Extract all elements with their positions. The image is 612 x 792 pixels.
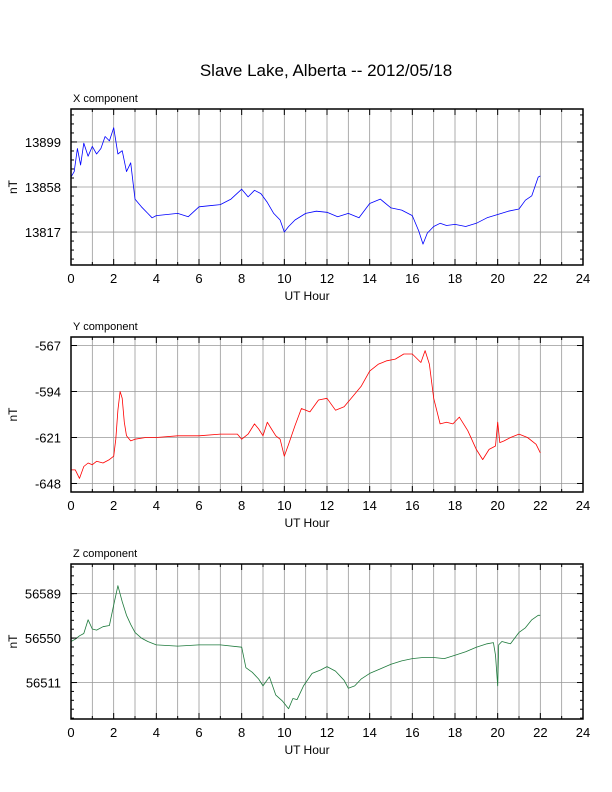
y-tick-label: 13899 (25, 135, 61, 150)
x-axis-label: UT Hour (284, 516, 329, 530)
x-tick-label: 2 (110, 271, 117, 286)
y-tick-label: 13817 (25, 225, 61, 240)
x-tick-label: 10 (277, 271, 291, 286)
x-tick-label: 4 (153, 498, 160, 513)
x-tick-label: 20 (490, 725, 504, 740)
x-tick-label: 16 (405, 498, 419, 513)
x-component-trace (70, 127, 541, 245)
x-tick-label: 0 (67, 271, 74, 286)
x-tick-label: 18 (448, 725, 462, 740)
x-tick-label: 8 (238, 725, 245, 740)
x-tick-label: 18 (448, 498, 462, 513)
y-axis-label: nT (6, 634, 20, 649)
x-tick-label: 4 (153, 271, 160, 286)
x-tick-label: 18 (448, 271, 462, 286)
y-tick-label: 13858 (25, 180, 61, 195)
x-tick-label: 8 (238, 498, 245, 513)
y-axis-label: nT (6, 179, 20, 194)
x-tick-label: 10 (277, 725, 291, 740)
x-tick-label: 16 (405, 725, 419, 740)
x-tick-label: 0 (67, 498, 74, 513)
x-tick-label: 24 (576, 271, 590, 286)
x-tick-label: 4 (153, 725, 160, 740)
x-tick-label: 6 (195, 725, 202, 740)
x-tick-label: 16 (405, 271, 419, 286)
panel-title: Y component (73, 321, 138, 333)
panel-title: X component (73, 93, 138, 105)
x-tick-label: 6 (195, 271, 202, 286)
x-tick-label: 20 (490, 498, 504, 513)
y-tick-label: 56589 (25, 587, 61, 602)
x-tick-label: 12 (320, 498, 334, 513)
x-tick-label: 14 (362, 271, 376, 286)
x-tick-label: 24 (576, 725, 590, 740)
y-tick-label: 56550 (25, 631, 61, 646)
panel-title: Z component (73, 548, 137, 560)
x-tick-label: 6 (195, 498, 202, 513)
x-tick-label: 14 (362, 498, 376, 513)
x-tick-label: 24 (576, 498, 590, 513)
y-axis-label: nT (6, 407, 20, 422)
x-tick-label: 10 (277, 498, 291, 513)
z-component-trace (70, 585, 541, 710)
x-tick-label: 8 (238, 271, 245, 286)
y-component-trace (71, 350, 541, 479)
y-tick-label: -621 (35, 430, 61, 445)
x-tick-label: 0 (67, 725, 74, 740)
y-tick-label: 56511 (26, 676, 61, 691)
x-tick-label: 2 (110, 498, 117, 513)
y-tick-label: -567 (35, 339, 61, 354)
x-tick-label: 12 (320, 725, 334, 740)
x-tick-label: 2 (110, 725, 117, 740)
figure-title: Slave Lake, Alberta -- 2012/05/18 (200, 61, 452, 80)
x-axis-label: UT Hour (284, 289, 329, 303)
x-tick-label: 12 (320, 271, 334, 286)
y-tick-label: -648 (35, 476, 61, 491)
x-tick-label: 22 (533, 725, 547, 740)
x-tick-label: 22 (533, 498, 547, 513)
x-tick-label: 20 (490, 271, 504, 286)
x-tick-label: 14 (362, 725, 376, 740)
y-tick-label: -594 (35, 385, 61, 400)
x-tick-label: 22 (533, 271, 547, 286)
x-axis-label: UT Hour (284, 743, 329, 757)
